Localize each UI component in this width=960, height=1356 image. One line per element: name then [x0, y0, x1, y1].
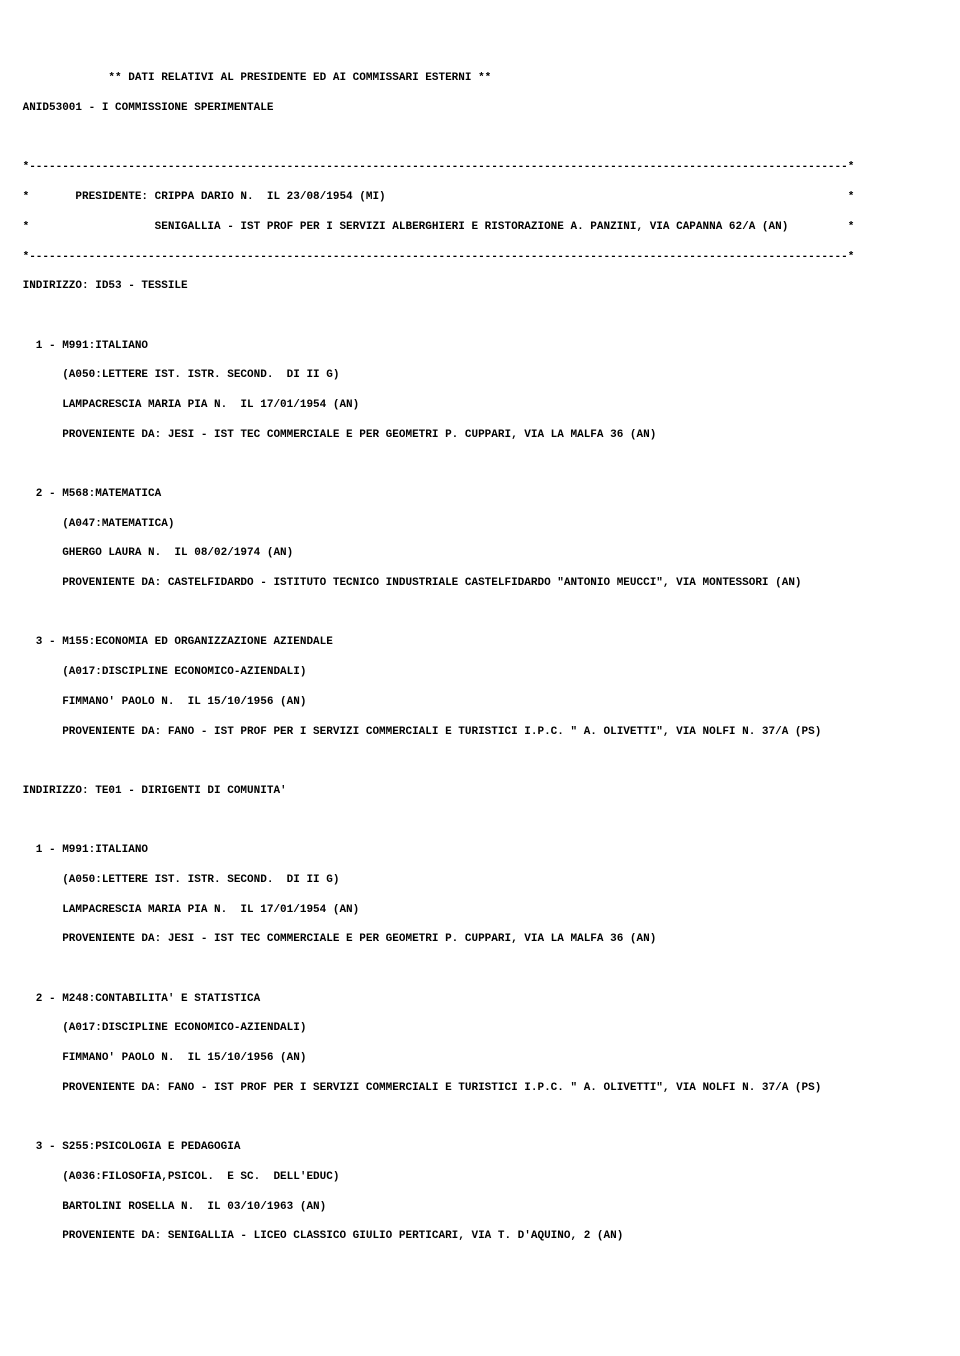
- entry-6-l3: BARTOLINI ROSELLA N. IL 03/10/1963 (AN): [16, 1200, 944, 1215]
- blank-12: [16, 1348, 944, 1356]
- entry-5-l3: FIMMANO' PAOLO N. IL 15/10/1956 (AN): [16, 1051, 944, 1066]
- entry-4-l2: (A050:LETTERE IST. ISTR. SECOND. DI II G…: [16, 873, 944, 888]
- blank-5: [16, 754, 944, 769]
- president-line-1: * PRESIDENTE: CRIPPA DARIO N. IL 23/08/1…: [16, 190, 944, 205]
- entry-1-l4: PROVENIENTE DA: JESI - IST TEC COMMERCIA…: [16, 428, 944, 443]
- blank-8: [16, 1110, 944, 1125]
- entry-6-l4: PROVENIENTE DA: SENIGALLIA - LICEO CLASS…: [16, 1229, 944, 1244]
- entry-5-l2: (A017:DISCIPLINE ECONOMICO-AZIENDALI): [16, 1021, 944, 1036]
- blank-7: [16, 962, 944, 977]
- entry-4-l4: PROVENIENTE DA: JESI - IST TEC COMMERCIA…: [16, 932, 944, 947]
- entry-4-l1: 1 - M991:ITALIANO: [16, 843, 944, 858]
- entry-1-l3: LAMPACRESCIA MARIA PIA N. IL 17/01/1954 …: [16, 398, 944, 413]
- entry-3-l1: 3 - M155:ECONOMIA ED ORGANIZZAZIONE AZIE…: [16, 635, 944, 650]
- president-line-2: * SENIGALLIA - IST PROF PER I SERVIZI AL…: [16, 220, 944, 235]
- blank-10: [16, 1289, 944, 1304]
- indirizzo-2: INDIRIZZO: TE01 - DIRIGENTI DI COMUNITA': [16, 784, 944, 799]
- entry-2-l1: 2 - M568:MATEMATICA: [16, 487, 944, 502]
- blank-6: [16, 814, 944, 829]
- entry-1-l1: 1 - M991:ITALIANO: [16, 339, 944, 354]
- indirizzo-1: INDIRIZZO: ID53 - TESSILE: [16, 279, 944, 294]
- entry-3-l4: PROVENIENTE DA: FANO - IST PROF PER I SE…: [16, 725, 944, 740]
- entry-4-l3: LAMPACRESCIA MARIA PIA N. IL 17/01/1954 …: [16, 903, 944, 918]
- entry-5-l1: 2 - M248:CONTABILITA' E STATISTICA: [16, 992, 944, 1007]
- entry-1-l2: (A050:LETTERE IST. ISTR. SECOND. DI II G…: [16, 368, 944, 383]
- blank-11: [16, 1318, 944, 1333]
- entry-2-l3: GHERGO LAURA N. IL 08/02/1974 (AN): [16, 546, 944, 561]
- entry-5-l4: PROVENIENTE DA: FANO - IST PROF PER I SE…: [16, 1081, 944, 1096]
- blank-1: [16, 131, 944, 146]
- header-title: ** DATI RELATIVI AL PRESIDENTE ED AI COM…: [16, 71, 944, 86]
- commission-line: ANID53001 - I COMMISSIONE SPERIMENTALE: [16, 101, 944, 116]
- entry-3-l3: FIMMANO' PAOLO N. IL 15/10/1956 (AN): [16, 695, 944, 710]
- rule-bottom: *---------------------------------------…: [16, 250, 944, 265]
- blank-2: [16, 309, 944, 324]
- blank-9: [16, 1259, 944, 1274]
- entry-2-l2: (A047:MATEMATICA): [16, 517, 944, 532]
- entry-6-l2: (A036:FILOSOFIA,PSICOL. E SC. DELL'EDUC): [16, 1170, 944, 1185]
- blank-3: [16, 457, 944, 472]
- rule-top: *---------------------------------------…: [16, 160, 944, 175]
- entry-2-l4: PROVENIENTE DA: CASTELFIDARDO - ISTITUTO…: [16, 576, 944, 591]
- blank-4: [16, 606, 944, 621]
- entry-6-l1: 3 - S255:PSICOLOGIA E PEDAGOGIA: [16, 1140, 944, 1155]
